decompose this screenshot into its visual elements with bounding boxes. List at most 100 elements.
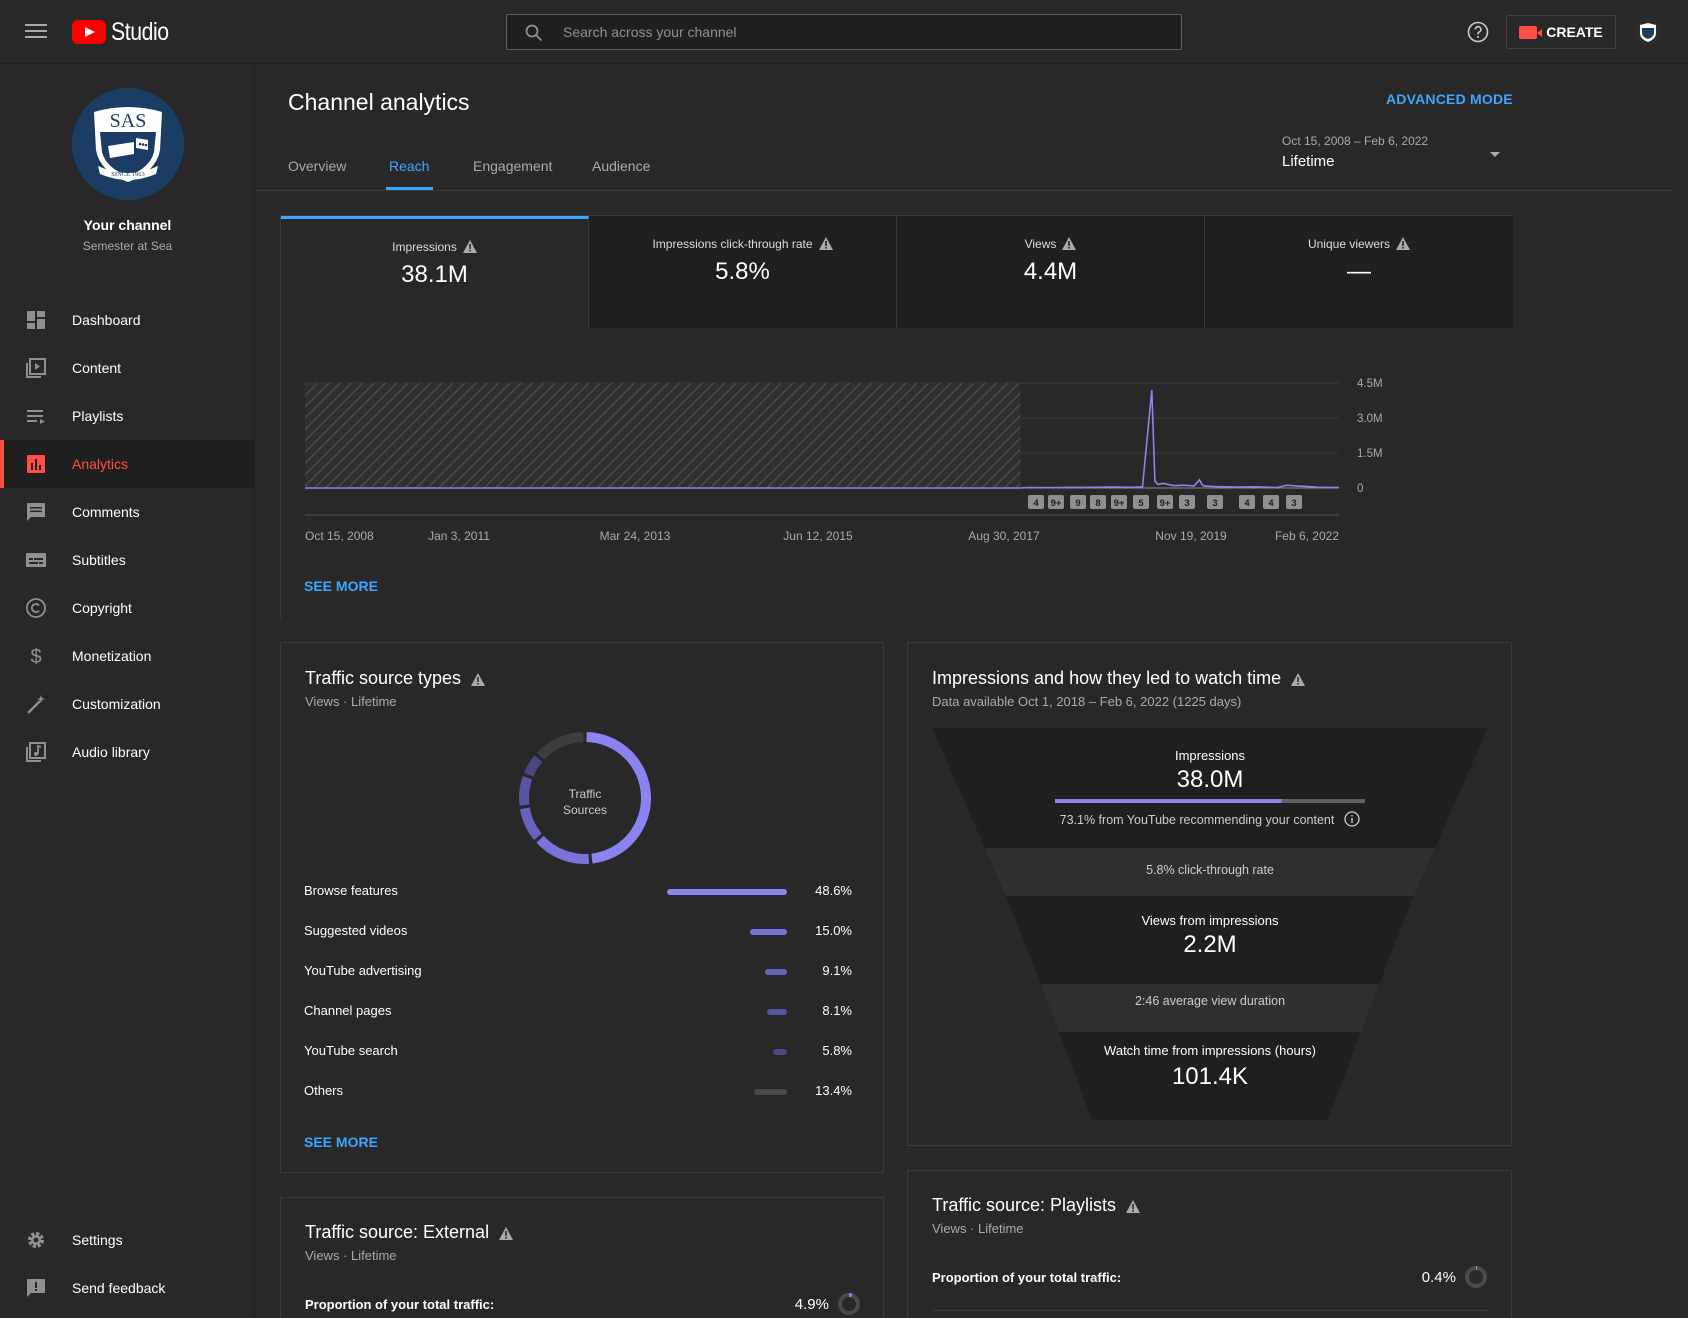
annotation-badge-label: 9+ (1114, 498, 1125, 509)
sidebar-item-dashboard[interactable]: Dashboard (0, 296, 255, 344)
tab-overview[interactable]: Overview (288, 158, 347, 174)
tab-audience[interactable]: Audience (592, 158, 651, 174)
annotation-badge[interactable]: 4 (1239, 495, 1255, 509)
annotation-badge-bg (1263, 495, 1279, 509)
traffic-source-row[interactable]: YouTube search 5.8% (304, 1043, 852, 1063)
donut-slice (519, 776, 533, 806)
metric-tab-impressions[interactable]: Impressions 38.1M (281, 216, 589, 328)
annotation-badge-label: 5 (1138, 498, 1144, 509)
monetization-icon: $ (30, 646, 41, 667)
warning-icon[interactable] (1291, 673, 1306, 686)
help-icon[interactable] (1466, 20, 1490, 44)
annotation-badge[interactable]: 3 (1207, 495, 1223, 509)
tab-engagement[interactable]: Engagement (473, 158, 553, 174)
donut-label-line2: Sources (563, 803, 607, 817)
card-title-text: Traffic source: External (305, 1222, 490, 1242)
annotation-badge[interactable]: 9+ (1157, 495, 1173, 509)
advanced-mode-button[interactable]: ADVANCED MODE (1386, 91, 1513, 107)
create-button[interactable]: CREATE (1506, 15, 1616, 49)
traffic-source-bar (764, 969, 787, 975)
traffic-source-name: YouTube search (304, 1043, 398, 1058)
traffic-source-bar (749, 929, 787, 935)
annotation-badge-bg (1028, 495, 1044, 509)
card-title: Traffic source types (305, 668, 486, 689)
youtube-studio-logo[interactable]: Studio (72, 18, 179, 46)
annotation-badge[interactable]: 3 (1179, 495, 1195, 509)
sidebar-item-send-feedback[interactable]: Send feedback (0, 1264, 255, 1312)
annotation-badge[interactable]: 4 (1028, 495, 1044, 509)
sidebar-item-settings[interactable]: Settings (0, 1216, 255, 1264)
traffic-source-row[interactable]: Others 13.4% (304, 1083, 852, 1103)
sidebar-item-analytics[interactable]: Analytics (0, 440, 255, 488)
sidebar-item-copyright[interactable]: Copyright (0, 584, 255, 632)
sidebar-item-monetization[interactable]: $ Monetization (0, 632, 255, 680)
funnel-ctr-segment (985, 848, 1435, 896)
traffic-source-row[interactable]: Channel pages 8.1% (304, 1003, 852, 1023)
sidebar-item-customization[interactable]: Customization (0, 680, 255, 728)
funnel-avd-segment (1041, 984, 1379, 1032)
date-range-text[interactable]: Oct 15, 2008 – Feb 6, 2022 (1282, 134, 1429, 148)
see-more-link[interactable]: SEE MORE (304, 1134, 378, 1150)
account-avatar[interactable] (1634, 18, 1662, 46)
x-tick-label: Aug 30, 2017 (968, 529, 1040, 543)
traffic-source-external-card: Traffic source: External Views · Lifetim… (280, 1197, 884, 1318)
search-box[interactable] (506, 14, 1182, 50)
sidebar-item-comments[interactable]: Comments (0, 488, 255, 536)
warning-icon[interactable] (1126, 1200, 1141, 1213)
see-more-link[interactable]: SEE MORE (304, 578, 378, 594)
traffic-source-name: Channel pages (304, 1003, 392, 1018)
annotation-badge-bg (1090, 495, 1106, 509)
traffic-sources-donut[interactable]: Traffic Sources (515, 728, 655, 868)
metric-tab-views[interactable]: Views 4.4M (897, 216, 1205, 328)
warning-icon[interactable] (818, 237, 833, 250)
annotation-badge[interactable]: 8 (1090, 495, 1106, 509)
sidebar-item-audio-library[interactable]: Audio library (0, 728, 255, 776)
search-icon (525, 24, 543, 42)
warning-icon[interactable] (1062, 237, 1077, 250)
annotation-badge-label: 4 (1244, 498, 1250, 509)
feedback-icon (27, 1279, 45, 1297)
funnel-impressions-segment (932, 728, 1488, 848)
metric-tab-unique-viewers[interactable]: Unique viewers — (1205, 216, 1513, 328)
divider (932, 1310, 1488, 1311)
page-title: Channel analytics (288, 89, 470, 115)
annotation-badge[interactable]: 9+ (1111, 495, 1127, 509)
donut-slice (536, 835, 590, 864)
annotation-badge[interactable]: 5 (1133, 495, 1149, 509)
annotation-badge[interactable]: 3 (1286, 495, 1302, 509)
sidebar-item-playlists[interactable]: Playlists (0, 392, 255, 440)
date-range-label[interactable]: Lifetime (1282, 153, 1335, 170)
annotation-badge-label: 9+ (1160, 498, 1171, 509)
annotation-badge-label: 9+ (1051, 498, 1062, 509)
traffic-source-row[interactable]: Suggested videos 15.0% (304, 923, 852, 943)
sidebar-item-subtitles[interactable]: Subtitles (0, 536, 255, 584)
warning-icon[interactable] (462, 240, 477, 253)
annotation-badge[interactable]: 9+ (1048, 495, 1064, 509)
channel-avatar[interactable]: SAS SINCE 1963 (72, 88, 184, 200)
hamburger-menu-icon[interactable] (24, 20, 48, 44)
traffic-source-row[interactable]: YouTube advertising 9.1% (304, 963, 852, 983)
annotation-badge[interactable]: 9 (1070, 495, 1086, 509)
tab-reach[interactable]: Reach (389, 158, 430, 174)
dashboard-icon (27, 311, 45, 329)
funnel-recommend-text: 73.1% from YouTube recommending your con… (1059, 813, 1335, 827)
metric-tab-ctr[interactable]: Impressions click-through rate 5.8% (589, 216, 897, 328)
impressions-line-chart[interactable]: 0 1.5M 3.0M 4.5M 4 9+ 9 8 9+ 5 9+ 3 3 4 4 3 Oct 15, 2008… (281, 328, 1513, 618)
warning-icon[interactable] (471, 673, 486, 686)
warning-icon[interactable] (1396, 237, 1411, 250)
x-tick-label: Mar 24, 2013 (600, 529, 671, 543)
search-input[interactable] (563, 15, 1163, 49)
traffic-source-row[interactable]: Browse features 48.6% (304, 883, 852, 903)
sidebar-item-label: Settings (72, 1232, 123, 1248)
info-icon[interactable] (1344, 811, 1360, 827)
x-tick-label: Jan 3, 2011 (428, 529, 490, 543)
warning-icon[interactable] (499, 1227, 514, 1240)
annotation-badge-bg (1157, 495, 1173, 509)
annotation-badge[interactable]: 4 (1263, 495, 1279, 509)
dropdown-caret-icon[interactable] (1490, 152, 1500, 157)
annotation-badge-bg (1179, 495, 1195, 509)
sidebar-item-content[interactable]: Content (0, 344, 255, 392)
video-camera-icon (1519, 25, 1543, 39)
proportion-label: Proportion of your total traffic: (305, 1297, 495, 1312)
funnel-views-label: Views from impressions (1141, 913, 1279, 928)
